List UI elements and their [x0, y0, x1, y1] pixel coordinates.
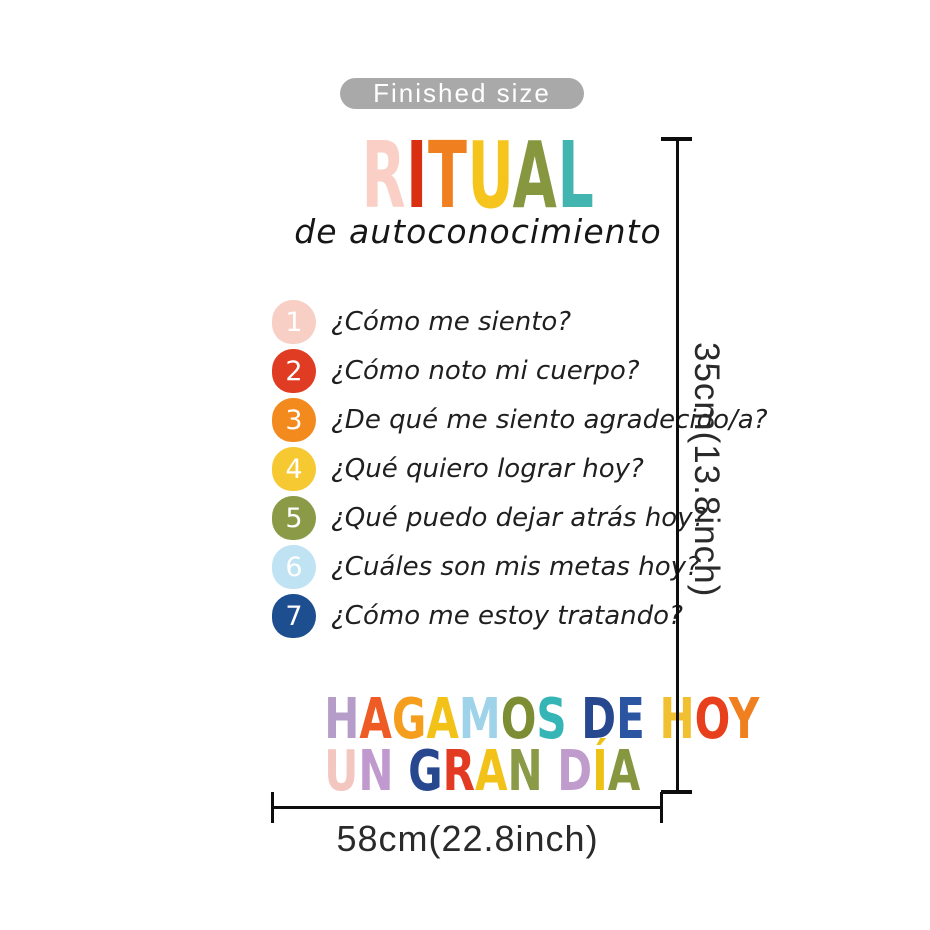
list-item: 3 ¿De qué me siento agradecido/a? — [272, 398, 768, 442]
width-dimension-label: 58cm(22.8inch) — [336, 818, 599, 859]
item-text: ¿Cómo me siento? — [331, 307, 572, 337]
question-list: 1 ¿Cómo me siento? 2 ¿Cómo noto mi cuerp… — [272, 300, 768, 643]
height-dimension-line — [676, 138, 679, 793]
list-item: 6 ¿Cuáles son mis metas hoy? — [272, 545, 700, 589]
list-item: 4 ¿Qué quiero lograr hoy? — [272, 447, 692, 491]
item-number-circle: 5 — [272, 496, 316, 540]
ritual-title: RITUAL — [361, 122, 595, 229]
item-number-circle: 3 — [272, 398, 316, 442]
width-dimension-line — [272, 806, 663, 809]
slogan-line1: HAGAMOS DE HOY — [324, 687, 760, 752]
width-dimension-cap-left — [271, 792, 274, 823]
height-dimension-cap-top — [661, 137, 692, 141]
item-number-circle: 2 — [272, 349, 316, 393]
list-item: 5 ¿Qué puedo dejar atrás hoy? — [272, 496, 706, 540]
item-number-circle: 6 — [272, 545, 316, 589]
ritual-subtitle: de autoconocimiento — [294, 212, 662, 251]
slogan-line2: UN GRAN DÍA — [324, 739, 641, 804]
finished-size-label: Finished size — [373, 78, 551, 108]
item-text: ¿Cuáles son mis metas hoy? — [331, 552, 700, 582]
width-dimension-cap-right — [660, 792, 663, 823]
item-text: ¿Cómo noto mi cuerpo? — [331, 356, 640, 386]
item-number-circle: 7 — [272, 594, 316, 638]
list-item: 2 ¿Cómo noto mi cuerpo? — [272, 349, 692, 393]
item-number-circle: 1 — [272, 300, 316, 344]
list-item: 7 ¿Cómo me estoy tratando? — [272, 594, 692, 638]
item-text: ¿Qué puedo dejar atrás hoy? — [331, 503, 707, 533]
height-dimension-label: 35cm(13.8inch) — [687, 342, 726, 598]
height-dimension-cap-bottom — [661, 790, 692, 794]
item-text: ¿De qué me siento agradecido/a? — [331, 405, 768, 435]
item-number-circle: 4 — [272, 447, 316, 491]
item-text: ¿Qué quiero lograr hoy? — [331, 454, 644, 484]
item-text: ¿Cómo me estoy tratando? — [331, 601, 683, 631]
list-item: 1 ¿Cómo me siento? — [272, 300, 692, 344]
finished-size-badge: Finished size — [340, 78, 584, 109]
